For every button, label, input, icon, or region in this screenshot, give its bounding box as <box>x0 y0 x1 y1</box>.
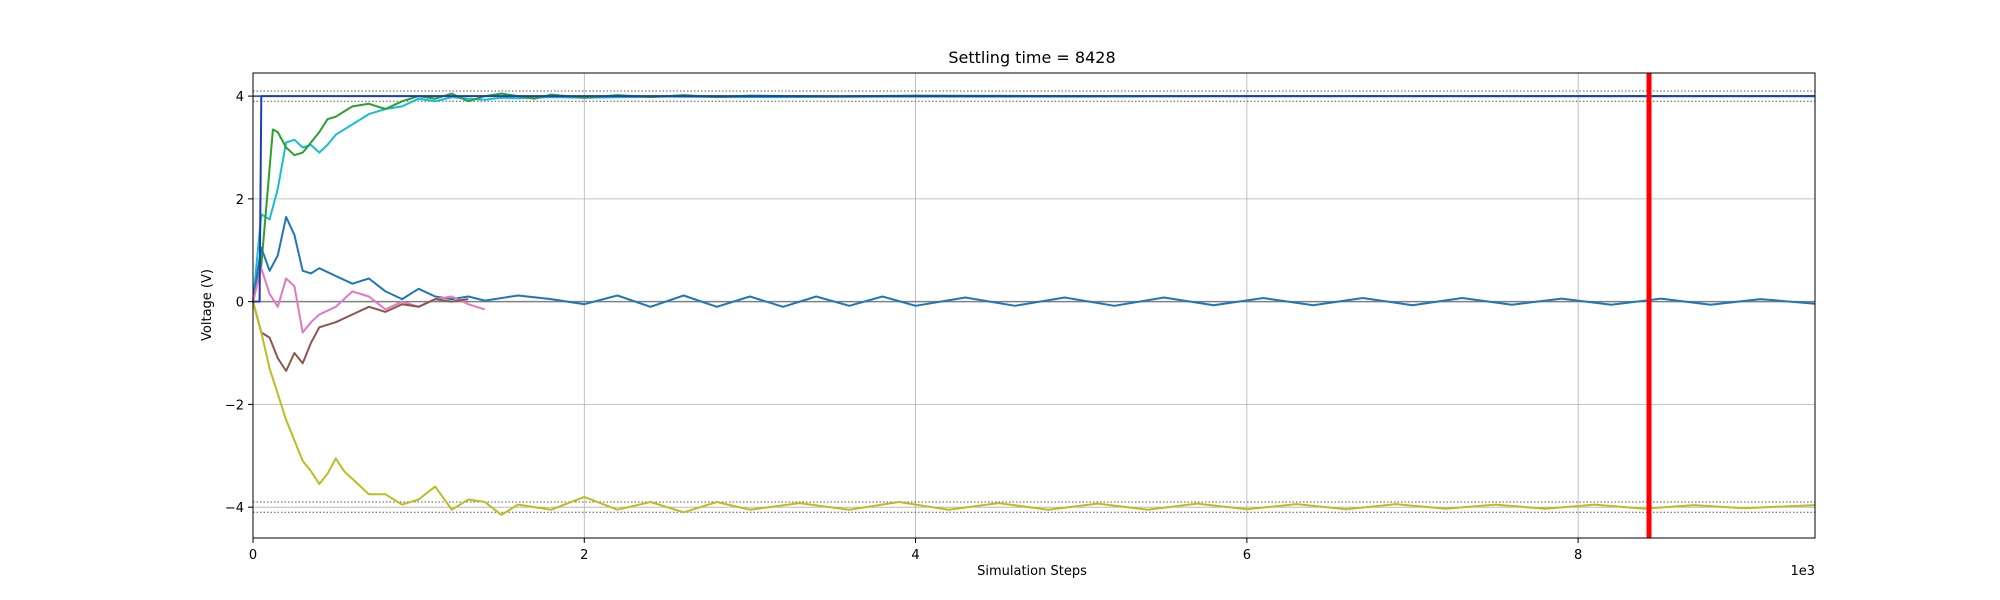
series-line <box>253 95 1815 303</box>
y-tick-label: 2 <box>236 193 244 208</box>
series-line <box>252 92 1815 302</box>
series-line <box>252 301 1816 516</box>
x-tick-label: 8 <box>1574 548 1582 563</box>
y-ticks: −4 −2 0 2 4 <box>225 90 253 516</box>
x-ticks: 0 2 4 6 8 <box>249 538 1582 563</box>
grid-lines <box>252 73 1815 538</box>
series-line <box>252 298 469 372</box>
x-tick-label: 6 <box>1243 548 1251 563</box>
y-axis-label: Voltage (V) <box>200 269 215 341</box>
series-group <box>252 92 1816 516</box>
series-line <box>252 215 1816 308</box>
y-tick-label: −2 <box>225 398 244 413</box>
y-tick-label: 4 <box>236 90 244 105</box>
y-tick-label: −4 <box>225 501 244 516</box>
x-offset-label: 1e3 <box>1790 564 1815 579</box>
x-tick-label: 0 <box>249 548 257 563</box>
y-tick-label: 0 <box>236 296 244 311</box>
plot-frame <box>252 72 1816 539</box>
x-tick-label: 4 <box>911 548 919 563</box>
x-axis-label: Simulation Steps <box>977 564 1087 579</box>
x-tick-label: 2 <box>580 548 588 563</box>
chart-title: Settling time = 8428 <box>948 48 1115 67</box>
